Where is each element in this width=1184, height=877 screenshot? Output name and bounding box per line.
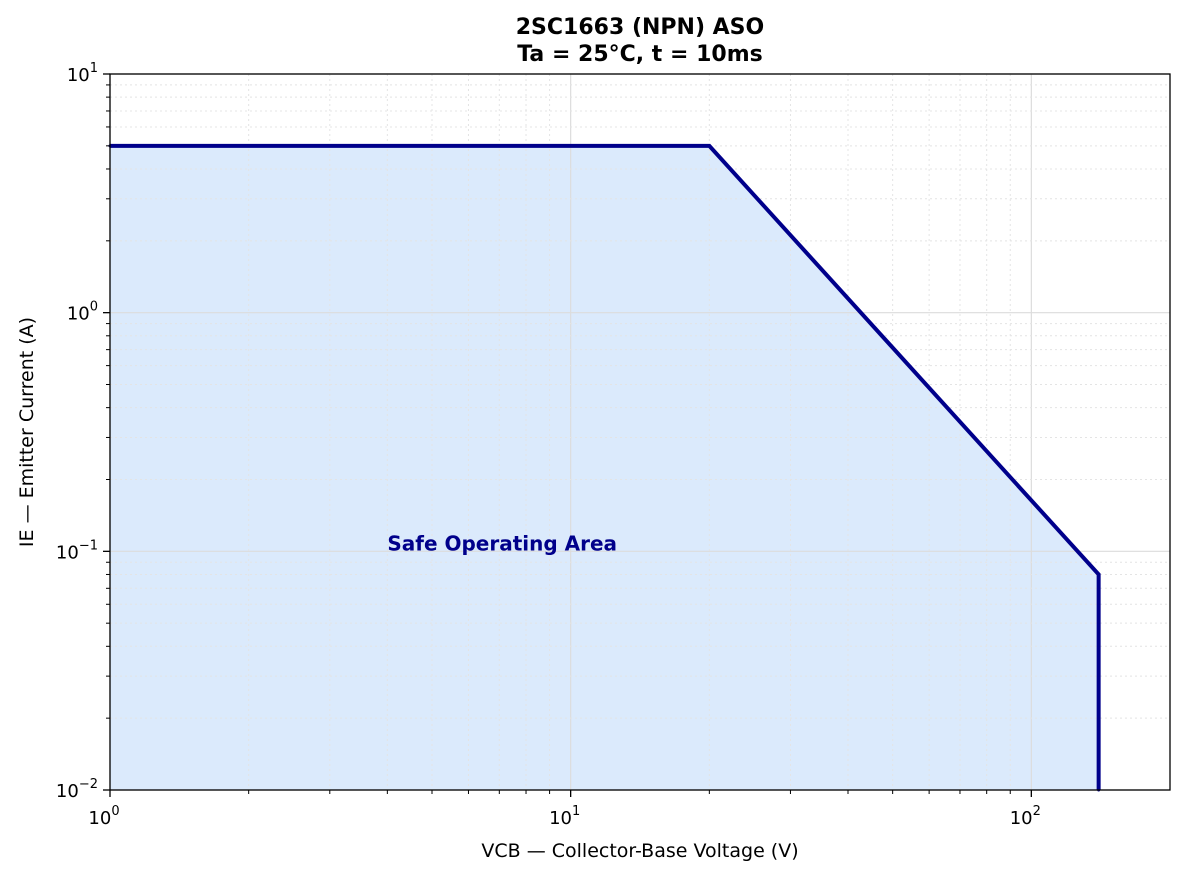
x-tick-label: 101 — [549, 804, 580, 829]
y-tick-label: 101 — [67, 61, 98, 86]
x-tick-label: 100 — [88, 804, 119, 829]
chart-title: 2SC1663 (NPN) ASO — [516, 15, 764, 40]
aso-boundary-line — [110, 143, 1101, 790]
aso-boundary-point — [707, 144, 711, 148]
chart-subtitle: Ta = 25°C, t = 10ms — [517, 42, 762, 67]
safe-area-fill — [110, 145, 1099, 791]
x-tick-label: 102 — [1010, 804, 1041, 829]
safe-area-annotation: Safe Operating Area — [387, 531, 617, 555]
aso-boundary-point — [1097, 572, 1101, 576]
y-tick-label: 10−2 — [56, 777, 98, 802]
y-axis-label: IE — Emitter Current (A) — [16, 317, 38, 547]
y-tick-label: 100 — [67, 300, 98, 325]
plot-frame — [109, 73, 1171, 791]
x-axis-label: VCB — Collector-Base Voltage (V) — [481, 840, 798, 862]
y-tick-label: 10−1 — [56, 538, 98, 563]
